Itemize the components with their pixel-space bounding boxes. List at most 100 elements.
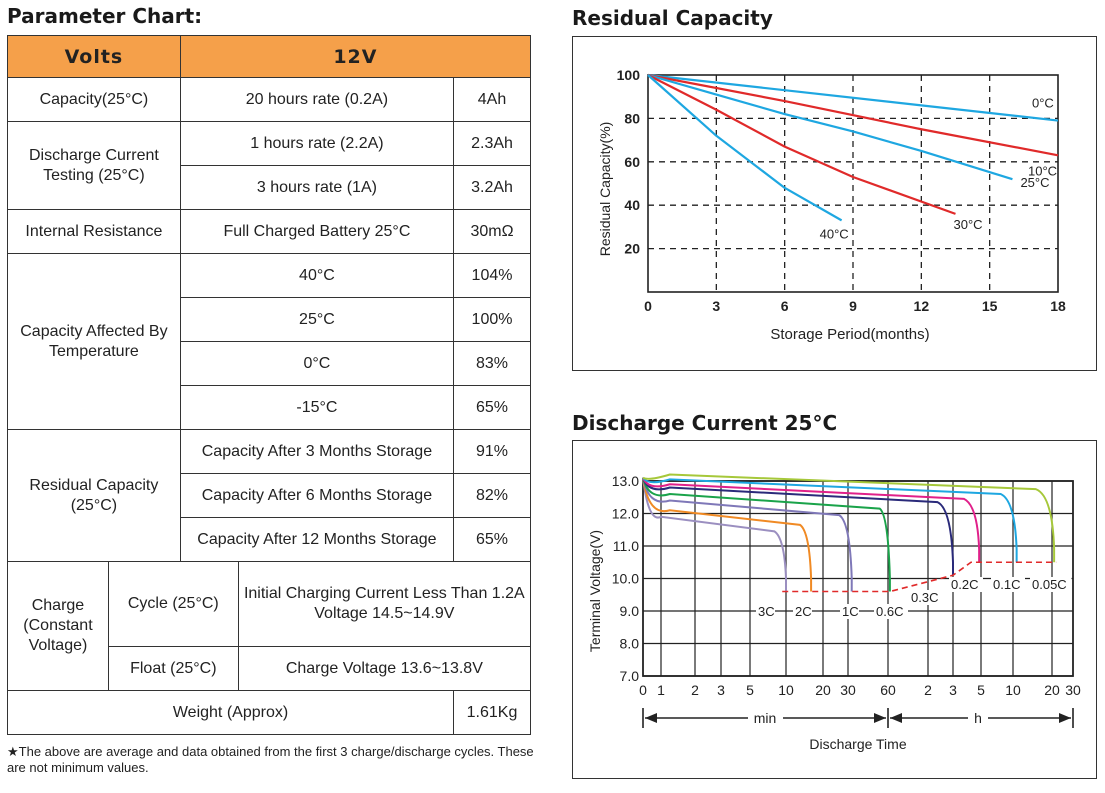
- dc-x-tick-2: 2: [691, 682, 699, 698]
- discharge-value-1: 2.3Ah: [453, 121, 531, 166]
- discharge-condition-2: 3 hours rate (1A): [179, 165, 455, 210]
- rc-series-line-0: [647, 73, 1059, 122]
- weight-row: Weight (Approx) 1.61Kg: [6, 690, 531, 735]
- dc-x-tick-4: 5: [746, 682, 754, 698]
- rc-series-label-1: 10°C: [1028, 163, 1057, 178]
- rc-series-label-0: 0°C: [1032, 96, 1054, 111]
- charge-float-label: Float (25°C): [107, 646, 239, 691]
- dc-series-label-1: 2C: [795, 604, 812, 619]
- dc-min-unit-label: min: [754, 710, 777, 726]
- rc-plot-frame: [647, 74, 1059, 293]
- parameter-table: Volts 12V Capacity(25°C) 20 hours rate (…: [6, 35, 532, 735]
- dc-arrowhead-2: [874, 713, 886, 723]
- residual-condition-3: Capacity After 12 Months Storage: [179, 517, 455, 562]
- dc-x-tick-0: 0: [639, 682, 647, 698]
- dc-series-label-3: 0.6C: [876, 604, 903, 619]
- residual-condition-1: Capacity After 3 Months Storage: [179, 429, 455, 474]
- dc-cutoff-line: [782, 561, 1057, 593]
- dc-series-label-5: 0.2C: [951, 577, 978, 592]
- rc-y-tick-3: 80: [624, 110, 640, 126]
- dc-series-label-bg-0: [756, 604, 775, 619]
- capacity-row: Capacity(25°C) 20 hours rate (0.2A) 4Ah: [7, 77, 531, 122]
- dc-x-tick-6: 20: [815, 682, 831, 698]
- rc-x-tick-5: 15: [982, 298, 998, 314]
- temperature-row-1: Capacity Affected By Temperature 40°C 10…: [7, 253, 531, 430]
- residual-label: Residual Capacity (25°C): [7, 429, 181, 562]
- voltage-header: 12V: [179, 35, 532, 78]
- dc-y-tick-3: 10.0: [612, 571, 639, 587]
- dc-y-axis-label: Terminal Voltage(V): [587, 530, 603, 652]
- dc-series-label-bg-6: [991, 577, 1025, 592]
- rc-y-tick-2: 60: [624, 154, 640, 170]
- dc-y-tick-2: 9.0: [620, 603, 640, 619]
- charge-cycle-label: Cycle (25°C): [107, 561, 239, 647]
- temperature-value-4: 65%: [453, 385, 531, 430]
- rc-x-tick-6: 18: [1050, 298, 1066, 314]
- dc-arrowhead-3: [890, 713, 902, 723]
- discharge-row-1: Discharge Current Testing (25°C) 1 hours…: [7, 121, 531, 210]
- residual-capacity-chart: Storage Period(months) Residual Capacity…: [597, 67, 1066, 343]
- residual-value-3: 65%: [453, 517, 531, 562]
- capacity-condition: 20 hours rate (0.2A): [179, 77, 455, 122]
- dc-series-label-0: 3C: [758, 604, 775, 619]
- dc-y-tick-6: 13.0: [612, 473, 639, 489]
- dc-x-tick-1: 1: [657, 682, 665, 698]
- temperature-condition-4: -15°C: [179, 385, 455, 430]
- residual-row-1: Residual Capacity (25°C) Capacity After …: [7, 429, 531, 562]
- dc-series-label-bg-3: [874, 604, 908, 619]
- rc-series-line-4: [647, 74, 843, 222]
- rc-y-axis-label: Residual Capacity(%): [597, 122, 613, 257]
- weight-label: Weight (Approx): [6, 690, 455, 735]
- weight-value: 1.61Kg: [453, 690, 531, 735]
- charge-cycle-value: Initial Charging Current Less Than 1.2A …: [237, 561, 532, 647]
- residual-capacity-title: Residual Capacity: [572, 6, 773, 30]
- rc-y-tick-0: 20: [624, 241, 640, 257]
- rc-series-label-4: 40°C: [820, 226, 849, 241]
- charge-float-row: Float (25°C) Charge Voltage 13.6~13.8V: [8, 646, 532, 691]
- rc-x-tick-2: 6: [781, 298, 789, 314]
- temperature-label: Capacity Affected By Temperature: [7, 253, 181, 430]
- dc-series-label-bg-7: [1030, 577, 1072, 592]
- rc-series-line-1: [647, 73, 1059, 157]
- dc-series-line-4: [642, 477, 954, 576]
- dc-series-line-7: [642, 473, 1056, 563]
- parameter-chart-title: Parameter Chart:: [7, 4, 203, 28]
- dc-series-line-0: [642, 477, 787, 592]
- dc-x-tick-10: 3: [949, 682, 957, 698]
- dc-series-line-5: [642, 477, 981, 563]
- residual-row-2: Capacity After 6 Months Storage 82%: [8, 473, 531, 518]
- temperature-row-3: 0°C 83%: [8, 341, 531, 386]
- rc-series-line-2: [647, 73, 1013, 181]
- residual-value-2: 82%: [453, 473, 531, 518]
- dc-x-axis-label: Discharge Time: [809, 736, 906, 752]
- residual-capacity-panel: Storage Period(months) Residual Capacity…: [572, 36, 1097, 371]
- dc-x-tick-12: 10: [1005, 682, 1021, 698]
- discharge-value-2: 3.2Ah: [453, 165, 531, 210]
- dc-x-tick-8: 60: [880, 682, 896, 698]
- internal-resistance-label: Internal Resistance: [7, 209, 181, 254]
- dc-y-tick-5: 12.0: [612, 506, 639, 522]
- dc-series-line-2: [642, 477, 853, 592]
- temperature-value-2: 100%: [453, 297, 531, 342]
- dc-series-label-bg-5: [949, 577, 983, 592]
- capacity-label: Capacity(25°C): [7, 77, 181, 122]
- dc-x-tick-13: 20: [1044, 682, 1060, 698]
- volts-header: Volts: [7, 35, 181, 78]
- dc-series-label-6: 0.1C: [993, 577, 1020, 592]
- charge-float-value: Charge Voltage 13.6~13.8V: [237, 646, 532, 691]
- residual-condition-2: Capacity After 6 Months Storage: [179, 473, 455, 518]
- dc-x-tick-3: 3: [717, 682, 725, 698]
- capacity-value: 4Ah: [453, 77, 531, 122]
- footnote: ★The above are average and data obtained…: [7, 744, 534, 775]
- dc-arrowhead-4: [1059, 713, 1071, 723]
- internal-resistance-condition: Full Charged Battery 25°C: [179, 209, 455, 254]
- rc-x-axis-label: Storage Period(months): [770, 326, 929, 343]
- dc-series-label-bg-1: [793, 604, 812, 619]
- dc-series-line-1: [642, 477, 813, 592]
- dc-x-tick-9: 2: [924, 682, 932, 698]
- rc-series-label-2: 25°C: [1020, 175, 1049, 190]
- internal-resistance-value: 30mΩ: [453, 209, 531, 254]
- temperature-condition-2: 25°C: [179, 297, 455, 342]
- charge-cycle-row: Charge (Constant Voltage) Cycle (25°C) I…: [7, 561, 532, 691]
